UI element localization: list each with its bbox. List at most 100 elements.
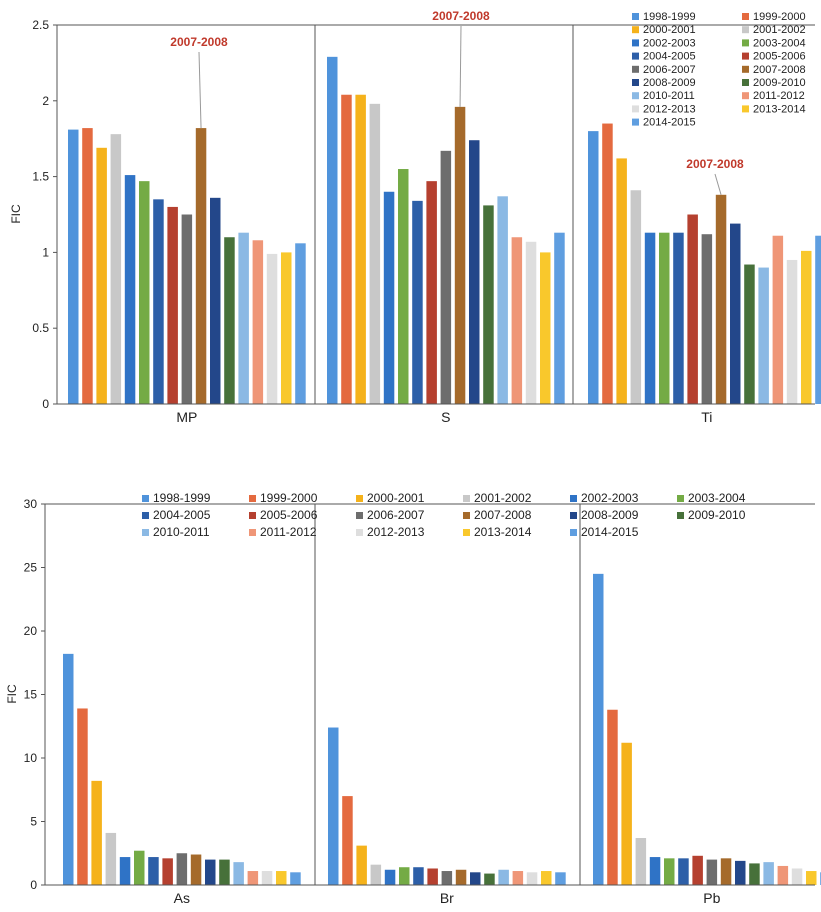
bar	[342, 796, 353, 885]
bar	[82, 128, 93, 404]
x-tick-label: MP	[176, 409, 197, 425]
bar	[119, 857, 131, 885]
bar	[384, 869, 396, 885]
legend-label: 2009-2010	[688, 508, 746, 522]
bar	[124, 175, 136, 404]
bar	[139, 181, 150, 404]
legend-swatch	[463, 512, 470, 519]
legend-swatch	[742, 39, 749, 47]
legend-swatch	[570, 529, 577, 536]
bar	[276, 871, 287, 885]
bar	[720, 858, 732, 885]
bar	[369, 103, 381, 404]
legend-label: 2001-2002	[474, 491, 532, 505]
legend-swatch	[742, 65, 749, 73]
bar	[687, 214, 698, 404]
bar	[701, 234, 713, 404]
bar	[616, 158, 627, 404]
bar	[181, 214, 193, 404]
bar	[153, 199, 164, 404]
bar	[281, 252, 292, 404]
bar	[593, 573, 604, 885]
bar	[735, 860, 746, 885]
bar	[744, 264, 755, 404]
legend-swatch	[632, 92, 639, 100]
legend-label: 2003-2004	[753, 37, 806, 49]
bar	[195, 128, 207, 404]
bar	[649, 857, 661, 885]
legend-swatch	[463, 529, 470, 536]
legend-swatch	[632, 26, 639, 34]
legend-label: 2001-2002	[753, 24, 806, 36]
bar	[176, 853, 188, 885]
legend-label: 2013-2014	[753, 103, 806, 115]
legend-swatch	[632, 79, 639, 86]
bar	[512, 871, 524, 885]
legend-swatch	[356, 512, 363, 519]
y-axis-label: FIC	[5, 684, 19, 704]
bar	[758, 267, 769, 404]
bar	[134, 850, 145, 885]
bar	[219, 859, 230, 885]
bar	[692, 855, 703, 885]
legend-label: 2007-2008	[474, 508, 532, 522]
x-tick-label: Pb	[703, 890, 720, 906]
legend-label: 2000-2001	[367, 491, 425, 505]
bar	[398, 169, 409, 404]
bar	[630, 190, 642, 404]
bar	[786, 259, 798, 404]
bar	[247, 871, 259, 885]
annotation-label: 2007-2008	[170, 35, 228, 49]
legend-swatch	[356, 495, 363, 502]
legend-label: 2003-2004	[688, 491, 746, 505]
bar	[427, 868, 438, 885]
bar	[252, 240, 264, 404]
annotation-label: 2007-2008	[432, 9, 490, 23]
legend-swatch	[142, 495, 149, 502]
bar	[588, 131, 599, 404]
legend-label: 2005-2006	[260, 508, 318, 522]
bar	[261, 871, 273, 885]
bar	[673, 232, 684, 404]
bar	[190, 854, 202, 885]
bar	[399, 867, 410, 885]
bar	[777, 865, 789, 885]
y-tick-label: 2	[42, 94, 49, 108]
y-tick-label: 20	[24, 624, 38, 638]
legend-label: 2010-2011	[153, 525, 210, 539]
bar	[440, 150, 452, 404]
bar	[730, 223, 741, 404]
legend-swatch	[570, 495, 577, 502]
bar	[383, 191, 395, 404]
bar	[110, 134, 122, 405]
bar	[238, 232, 249, 404]
legend-swatch	[632, 39, 639, 47]
legend-label: 2008-2009	[643, 77, 696, 89]
legend-swatch	[632, 52, 639, 60]
bar	[644, 232, 656, 404]
bar	[162, 858, 173, 885]
legend-label: 2006-2007	[643, 64, 696, 76]
bar	[470, 872, 481, 885]
bar	[602, 123, 613, 404]
bar	[63, 653, 74, 885]
y-tick-label: 15	[24, 688, 38, 702]
bar	[148, 857, 159, 885]
bar	[554, 232, 565, 404]
legend-swatch	[570, 512, 577, 519]
bar	[635, 838, 647, 885]
x-tick-label: Br	[440, 890, 454, 906]
legend-swatch	[742, 26, 749, 34]
legend-label: 1999-2000	[260, 491, 318, 505]
bar	[815, 235, 821, 404]
x-tick-label: S	[441, 409, 450, 425]
legend-label: 2000-2001	[643, 24, 696, 36]
legend-label: 2010-2011	[643, 90, 695, 102]
bar	[706, 859, 718, 885]
bar	[483, 205, 494, 404]
legend-swatch	[632, 118, 639, 126]
bar	[540, 252, 551, 404]
bar	[295, 243, 306, 404]
legend-label: 2005-2006	[753, 51, 806, 63]
bar	[801, 250, 812, 404]
